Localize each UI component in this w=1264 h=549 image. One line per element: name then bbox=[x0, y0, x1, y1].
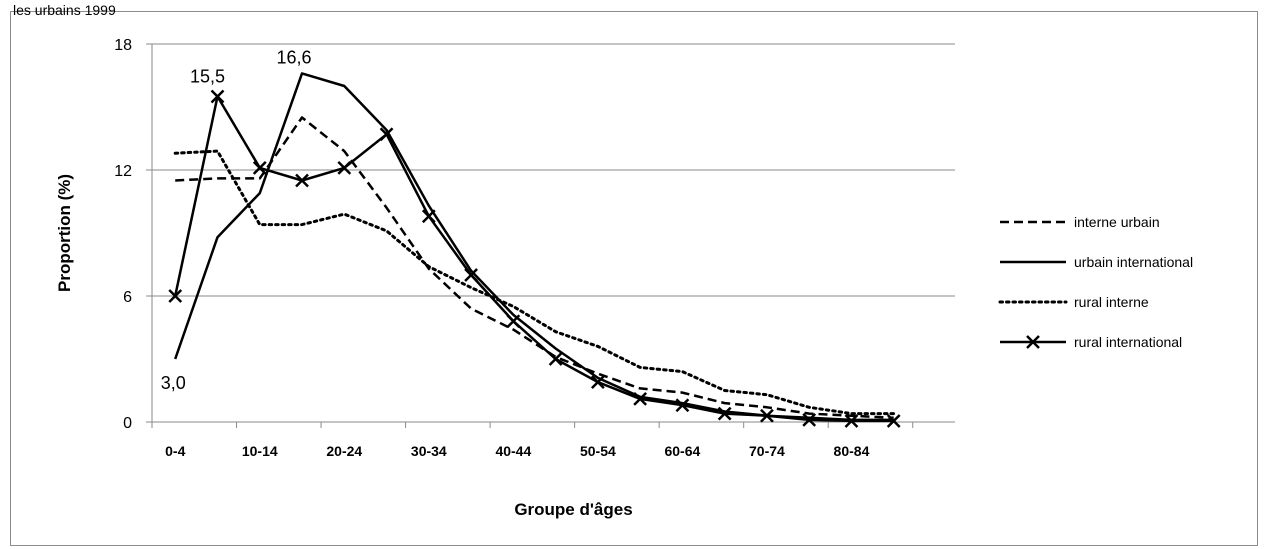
marker-stroke bbox=[337, 161, 352, 175]
y-axis-title: Proportion (%) bbox=[55, 174, 74, 292]
marker-stroke bbox=[886, 414, 901, 428]
data-point-rural-international bbox=[675, 398, 690, 413]
y-tick-label: 6 bbox=[123, 289, 132, 306]
legend-label: interne urbain bbox=[1074, 214, 1160, 230]
marker-stroke bbox=[168, 289, 183, 303]
marker-stroke bbox=[506, 314, 521, 329]
marker-stroke bbox=[590, 375, 605, 389]
data-point-rural-international bbox=[379, 127, 394, 142]
y-tick-label: 12 bbox=[114, 163, 132, 180]
data-point-rural-international bbox=[760, 408, 774, 423]
data-point-rural-international bbox=[210, 89, 225, 104]
x-tick-label: 40-44 bbox=[495, 443, 531, 459]
marker-stroke bbox=[252, 161, 267, 175]
series-lines bbox=[168, 72, 901, 428]
marker-stroke bbox=[421, 209, 436, 224]
x-tick-label: 70-74 bbox=[749, 443, 785, 459]
marker-stroke bbox=[210, 89, 225, 104]
legend-marker bbox=[1026, 335, 1040, 349]
data-point-rural-international bbox=[590, 375, 605, 389]
gridlines bbox=[152, 43, 955, 297]
data-point-rural-international bbox=[717, 406, 732, 421]
data-point-rural-international bbox=[464, 268, 478, 282]
data-point-rural-international bbox=[802, 413, 817, 427]
data-label: 3,0 bbox=[161, 373, 186, 393]
data-point-rural-international bbox=[633, 392, 648, 406]
data-point-rural-international bbox=[421, 209, 436, 224]
series-line-rural-international bbox=[173, 95, 894, 423]
data-point-rural-international bbox=[295, 173, 309, 188]
marker-stroke bbox=[633, 392, 648, 406]
legend-item-rural-interne: rural interne bbox=[998, 294, 1149, 310]
data-point-rural-international bbox=[337, 161, 352, 175]
x-tick-label: 10-14 bbox=[242, 443, 278, 459]
legend-label: urbain international bbox=[1074, 254, 1193, 270]
x-axis-title: Groupe d'âges bbox=[514, 500, 632, 519]
data-label: 15,5 bbox=[190, 67, 225, 87]
x-tick-label: 60-64 bbox=[664, 443, 700, 459]
marker-stroke bbox=[760, 408, 774, 423]
data-point-rural-international bbox=[506, 314, 521, 329]
legend-item-urbain-international: urbain international bbox=[1000, 254, 1193, 270]
marker-stroke bbox=[844, 414, 859, 428]
data-point-rural-international bbox=[844, 414, 859, 428]
legend: interne urbain urbain international rural … bbox=[998, 214, 1193, 350]
marker-stroke bbox=[548, 352, 563, 366]
marker-stroke bbox=[295, 173, 309, 188]
x-tick-label: 80-84 bbox=[834, 443, 870, 459]
legend-item-rural-international: rural international bbox=[1000, 334, 1182, 350]
y-tick-label: 18 bbox=[114, 37, 132, 54]
legend-label: rural interne bbox=[1074, 294, 1149, 310]
marker-stroke bbox=[464, 268, 478, 282]
data-point-rural-international bbox=[886, 414, 901, 428]
x-tick-label: 50-54 bbox=[580, 443, 616, 459]
marker-stroke bbox=[379, 127, 394, 142]
axes bbox=[146, 43, 955, 428]
top-caption: les urbains 1999 bbox=[13, 2, 116, 18]
marker-stroke bbox=[675, 398, 690, 413]
series-line-urbain-international bbox=[174, 72, 894, 422]
legend-item-interne-urbain: interne urbain bbox=[1000, 214, 1160, 230]
x-tick-label: 20-24 bbox=[326, 443, 362, 459]
data-point-rural-international bbox=[548, 352, 563, 366]
marker-stroke bbox=[717, 406, 732, 421]
marker-stroke bbox=[1026, 335, 1040, 349]
marker-stroke bbox=[802, 413, 817, 427]
legend-label: rural international bbox=[1074, 334, 1182, 350]
data-point-rural-international bbox=[252, 161, 267, 175]
data-label: 16,6 bbox=[277, 47, 312, 67]
labels: 0 6 12 18 0-4 10-14 20-24 30-34 40-44 50-54 60-64 7… bbox=[55, 37, 870, 519]
series-line-interne-urbain bbox=[175, 116, 894, 420]
x-tick-label: 30-34 bbox=[411, 443, 447, 459]
x-tick-label: 0-4 bbox=[165, 443, 185, 459]
data-point-rural-international bbox=[168, 289, 183, 303]
y-tick-label: 0 bbox=[123, 415, 132, 432]
series-line-rural-interne bbox=[173, 149, 896, 416]
